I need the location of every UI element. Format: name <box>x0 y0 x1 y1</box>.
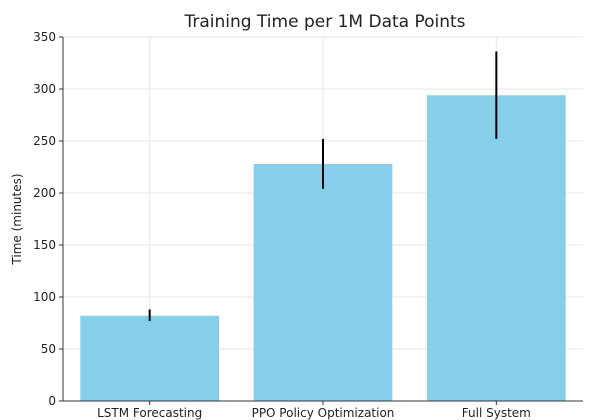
y-tick-label: 300 <box>33 82 56 96</box>
bar-2 <box>253 163 393 401</box>
x-tick-label: LSTM Forecasting <box>97 406 202 420</box>
y-tick-label: 350 <box>33 30 56 44</box>
y-tick-label: 150 <box>33 238 56 252</box>
y-tick-label: 0 <box>48 394 56 408</box>
x-tick-label: Full System <box>462 406 531 420</box>
x-axis-ticks: LSTM Forecasting PPO Policy Optimization F… <box>97 401 531 420</box>
bar-1 <box>80 315 219 401</box>
y-axis-ticks: 0 50 100 150 200 250 300 350 <box>33 30 63 408</box>
bars <box>80 95 566 402</box>
y-axis-title: Time (minutes) <box>10 173 24 265</box>
y-tick-label: 50 <box>41 342 56 356</box>
y-tick-label: 250 <box>33 134 56 148</box>
bar-3 <box>427 95 566 402</box>
y-tick-label: 200 <box>33 186 56 200</box>
x-tick-label: PPO Policy Optimization <box>252 406 395 420</box>
error-bars <box>148 51 498 321</box>
chart-title: Training Time per 1M Data Points <box>183 12 465 32</box>
y-tick-label: 100 <box>33 290 56 304</box>
